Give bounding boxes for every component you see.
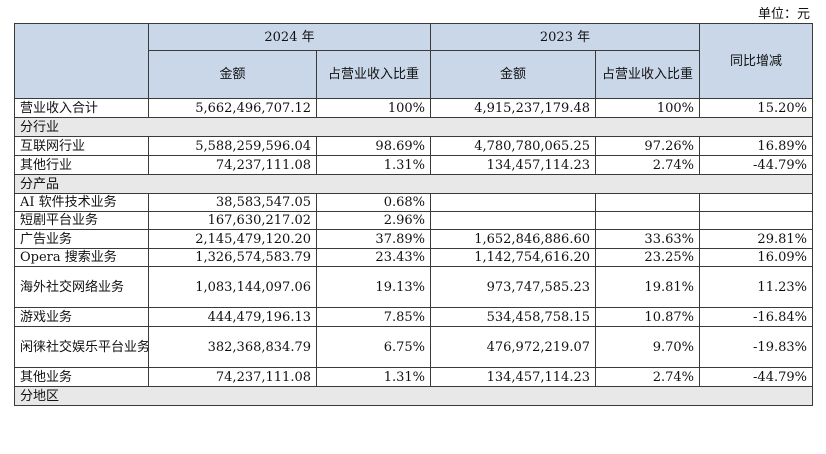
yoy-cell: 11.23%: [699, 266, 813, 308]
share-2024-cell: 1.31%: [316, 367, 431, 387]
row-label: 海外社交网络业务: [14, 266, 149, 308]
share-2023-cell: 97.26%: [595, 136, 700, 156]
section-row-industry: 分行业: [14, 117, 813, 137]
row-label: 闲徕社交娱乐平台业务: [14, 326, 149, 368]
table-row: 短剧平台业务 167,630,217.02 2.96%: [14, 211, 813, 230]
amount-2023-cell: 534,458,758.15: [430, 307, 596, 327]
share-2024-cell: 19.13%: [316, 266, 431, 308]
section-row-region: 分地区: [14, 386, 813, 406]
yoy-cell: 29.81%: [699, 229, 813, 249]
table-row: 海外社交网络业务 1,083,144,097.06 19.13% 973,747,58…: [14, 266, 813, 308]
share-2024-cell: 7.85%: [316, 307, 431, 327]
share-2024-cell: 98.69%: [316, 136, 431, 156]
yoy-cell: [699, 193, 813, 212]
header-yoy: 同比增减: [699, 23, 813, 99]
yoy-cell: -19.83%: [699, 326, 813, 368]
header-corner-cell: [14, 23, 149, 99]
header-year-2024: 2024 年: [148, 23, 431, 51]
row-label: 短剧平台业务: [14, 211, 149, 230]
share-2024-cell: 0.68%: [316, 193, 431, 212]
share-2023-cell: 9.70%: [595, 326, 700, 368]
yoy-cell: -44.79%: [699, 155, 813, 175]
amount-2024-cell: 444,479,196.13: [148, 307, 317, 327]
share-2023-cell: 2.74%: [595, 155, 700, 175]
yoy-cell: -16.84%: [699, 307, 813, 327]
unit-label: 单位：元: [757, 7, 810, 22]
share-2023-cell: 23.25%: [595, 248, 700, 267]
row-label: 其他业务: [14, 367, 149, 387]
yoy-cell: 16.89%: [699, 136, 813, 156]
section-label: 分行业: [14, 117, 813, 137]
share-2024-cell: 2.96%: [316, 211, 431, 230]
share-2024-cell: 100%: [316, 98, 431, 118]
amount-2024-cell: 5,588,259,596.04: [148, 136, 317, 156]
share-2024-cell: 23.43%: [316, 248, 431, 267]
table-row: 游戏业务 444,479,196.13 7.85% 534,458,758.15 10.…: [14, 307, 813, 327]
table-row: 闲徕社交娱乐平台业务 382,368,834.79 6.75% 476,972,219…: [14, 326, 813, 368]
share-2024-cell: 37.89%: [316, 229, 431, 249]
amount-2023-cell: 134,457,114.23: [430, 367, 596, 387]
row-label: 互联网行业: [14, 136, 149, 156]
share-2023-cell: 2.74%: [595, 367, 700, 387]
share-2023-cell: [595, 211, 700, 230]
yoy-cell: -44.79%: [699, 367, 813, 387]
table-row: 其他业务 74,237,111.08 1.31% 134,457,114.23 2.74…: [14, 367, 813, 387]
amount-2023-cell: 1,142,754,616.20: [430, 248, 596, 267]
header-amount-2023: 金额: [430, 50, 596, 99]
row-label: Opera 搜索业务: [14, 248, 149, 267]
row-label: 其他行业: [14, 155, 149, 175]
amount-2023-cell: 973,747,585.23: [430, 266, 596, 308]
header-share-2023: 占营业收入比重: [595, 50, 700, 99]
yoy-cell: 16.09%: [699, 248, 813, 267]
amount-2023-cell: 4,780,780,065.25: [430, 136, 596, 156]
share-2023-cell: 19.81%: [595, 266, 700, 308]
yoy-cell: 15.20%: [699, 98, 813, 118]
row-label: 营业收入合计: [14, 98, 149, 118]
share-2023-cell: 33.63%: [595, 229, 700, 249]
amount-2024-cell: 74,237,111.08: [148, 155, 317, 175]
amount-2024-cell: 1,083,144,097.06: [148, 266, 317, 308]
amount-2023-cell: 134,457,114.23: [430, 155, 596, 175]
amount-2024-cell: 5,662,496,707.12: [148, 98, 317, 118]
share-2024-cell: 6.75%: [316, 326, 431, 368]
row-label: AI 软件技术业务: [14, 193, 149, 212]
section-label: 分地区: [14, 386, 813, 406]
amount-2023-cell: [430, 193, 596, 212]
amount-2023-cell: 1,652,846,886.60: [430, 229, 596, 249]
amount-2024-cell: 1,326,574,583.79: [148, 248, 317, 267]
table-row: Opera 搜索业务 1,326,574,583.79 23.43% 1,142,75…: [14, 248, 813, 267]
header-amount-2024: 金额: [148, 50, 317, 99]
amount-2024-cell: 38,583,547.05: [148, 193, 317, 212]
amount-2024-cell: 382,368,834.79: [148, 326, 317, 368]
header-share-2024: 占营业收入比重: [316, 50, 431, 99]
row-label: 游戏业务: [14, 307, 149, 327]
amount-2023-cell: [430, 211, 596, 230]
amount-2023-cell: 476,972,219.07: [430, 326, 596, 368]
share-2024-cell: 1.31%: [316, 155, 431, 175]
section-row-product: 分产品: [14, 174, 813, 194]
table-row: 互联网行业 5,588,259,596.04 98.69% 4,780,780,065…: [14, 136, 813, 156]
share-2023-cell: 10.87%: [595, 307, 700, 327]
yoy-cell: [699, 211, 813, 230]
table-row: 其他行业 74,237,111.08 1.31% 134,457,114.23 2.74…: [14, 155, 813, 175]
table-row: 广告业务 2,145,479,120.20 37.89% 1,652,846,886.…: [14, 229, 813, 249]
amount-2024-cell: 167,630,217.02: [148, 211, 317, 230]
header-year-2023: 2023 年: [430, 23, 700, 51]
amount-2023-cell: 4,915,237,179.48: [430, 98, 596, 118]
share-2023-cell: 100%: [595, 98, 700, 118]
revenue-breakdown-table: 2024 年 2023 年 同比增减 金额 占营业收入比重 金额 占营业收入比重…: [14, 23, 813, 406]
row-label: 广告业务: [14, 229, 149, 249]
total-row: 营业收入合计 5,662,496,707.12 100% 4,915,237,1…: [14, 98, 813, 118]
amount-2024-cell: 74,237,111.08: [148, 367, 317, 387]
table-row: AI 软件技术业务 38,583,547.05 0.68%: [14, 193, 813, 212]
share-2023-cell: [595, 193, 700, 212]
amount-2024-cell: 2,145,479,120.20: [148, 229, 317, 249]
section-label: 分产品: [14, 174, 813, 194]
